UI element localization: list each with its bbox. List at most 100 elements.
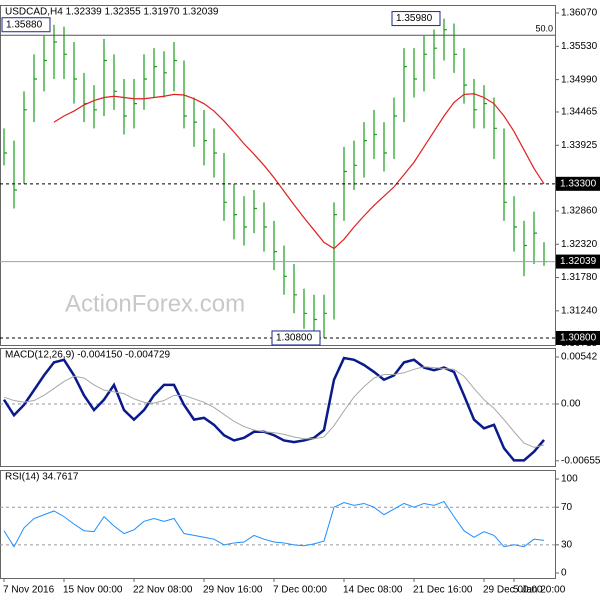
price-bar [53,24,57,79]
level-label: 1.30800 [560,333,597,344]
price-bar [213,128,217,178]
x-tick-label: 15 Nov 00:00 [63,585,123,596]
y-tick-label: 1.31780 [561,272,598,283]
level-label: 1.33300 [560,178,597,189]
price-bar [123,78,127,135]
x-tick-label: 14 Dec 08:00 [343,585,403,596]
price-bar [113,54,117,110]
y-tick-label: 1.32860 [561,206,598,217]
price-bar [513,196,517,252]
price-bar [3,128,7,166]
y-tick-label: 1.32320 [561,239,598,250]
annotation-label: 1.30800 [276,333,313,344]
x-tick-label: 29 Nov 16:00 [203,585,263,596]
price-bar [273,220,277,271]
y-tick-label: 0.00 [561,399,581,410]
price-bar [83,72,87,123]
price-bar [93,85,97,129]
y-tick-label: 100 [561,474,578,485]
watermark: ActionForex.com [65,290,245,317]
price-bar [543,242,547,266]
panel-frame [0,5,556,346]
level-label: 50.0 [535,24,553,34]
price-bar [353,140,357,190]
price-bar [333,202,337,320]
price-bar [453,23,457,73]
price-bar [423,35,427,92]
price-bar [533,211,537,264]
price-bar [63,26,67,79]
x-tick-label: 21 Dec 16:00 [413,585,473,596]
price-bar [153,48,157,98]
series-line [3,500,545,548]
price-bar [523,220,527,277]
y-tick-label: 0.00542 [561,352,598,363]
annotation-label: 1.35880 [6,19,43,30]
price-bar [413,48,417,98]
price-bar [493,97,497,160]
price-bar [193,97,197,147]
level-box [556,176,600,191]
level-box [556,254,600,269]
panel-frame [0,348,556,467]
panel-title: MACD(12,26,9) -0.004150 -0.004729 [5,350,171,361]
annotation-box [391,11,441,27]
x-tick-label: 7 Nov 2016 [3,585,55,596]
price-bar [253,189,257,234]
annotation-box [1,17,51,33]
price-bar [13,140,17,209]
price-bar [203,109,207,166]
y-tick-label: -0.006551 [561,455,600,466]
price-bar [443,18,447,61]
price-bar [183,60,187,129]
x-tick-label: 22 Nov 08:00 [133,585,193,596]
x-tick-label: 7 Dec 00:00 [273,585,327,596]
price-bar [403,48,407,123]
level-box [556,330,600,345]
price-bar [143,54,147,110]
level-label: 1.32039 [560,256,597,267]
series-line [3,366,545,448]
y-tick-label: 1.31240 [561,305,598,316]
price-bar [223,152,227,221]
price-bar [173,41,177,92]
panel-frame [0,470,556,579]
price-bar [373,109,377,160]
y-tick-label: 1.35530 [561,41,598,52]
price-bar [33,54,37,123]
price-bar [433,29,437,79]
y-tick-label: 1.33925 [561,140,598,151]
y-tick-label: 1.34990 [561,74,598,85]
price-bar [363,122,367,178]
price-bar [293,263,297,314]
price-bar [323,294,327,338]
annotation-box [271,330,321,346]
price-bar [243,196,247,246]
panel-title: USDCAD,H4 1.32339 1.32355 1.31970 1.3203… [5,7,219,18]
series-line [2,356,545,462]
y-tick-label: 30 [561,539,573,550]
price-bar [133,78,137,129]
y-tick-label: 0 [561,568,567,579]
price-bar [473,78,477,129]
price-bar [393,97,397,160]
price-bar [73,41,77,104]
price-bar [163,51,167,98]
price-bar [23,91,27,184]
price-bar [503,128,507,221]
price-bar [283,245,287,295]
price-bar [313,294,317,332]
annotation-label: 1.35980 [396,13,433,24]
price-bar [263,202,267,252]
price-bar [383,122,387,172]
price-bar [483,85,487,129]
moving-average [53,93,545,250]
price-bar [463,48,467,104]
x-tick-label: 29 Dec 00:00 [483,585,543,596]
y-tick-label: 1.36070 [561,8,598,19]
y-tick-label: 70 [561,502,573,513]
price-bar [43,35,47,92]
y-tick-label: 1.34465 [561,107,598,118]
price-bar [103,38,107,116]
